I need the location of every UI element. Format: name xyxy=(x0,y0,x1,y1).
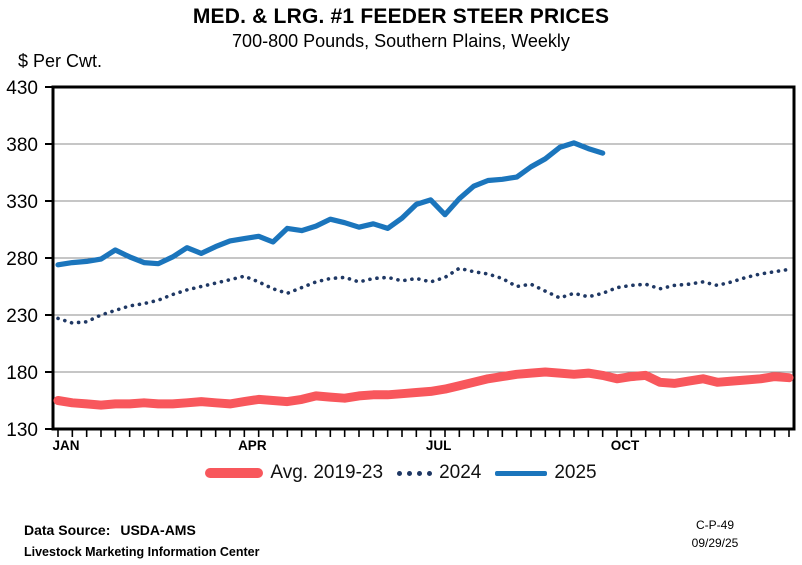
organization-name: Livestock Marketing Information Center xyxy=(24,545,260,559)
x-month-label: APR xyxy=(238,438,267,453)
avg-line-swatch xyxy=(205,468,264,478)
legend-label-2024: 2024 xyxy=(439,462,482,483)
y-axis-unit-label: $ Per Cwt. xyxy=(18,51,103,71)
legend-label-2025: 2025 xyxy=(554,462,597,483)
y-tick-label: 180 xyxy=(6,363,38,384)
x-month-label: OCT xyxy=(611,438,640,453)
series-2025 xyxy=(55,140,606,268)
report-date: 09/29/25 xyxy=(691,536,739,550)
x-month-label: JUL xyxy=(426,438,452,453)
data-source-label: Data Source: xyxy=(24,522,111,538)
legend-label-avg: Avg. 2019-23 xyxy=(270,462,384,483)
data-source: Data Source: USDA-AMS xyxy=(24,522,196,538)
chart-title: MED. & LRG. #1 FEEDER STEER PRICES xyxy=(192,5,610,28)
x-month-label: JAN xyxy=(52,438,79,453)
y-tick-label: 130 xyxy=(6,420,38,441)
legend-item-2024: 2024 xyxy=(397,462,481,484)
y-tick-label: 230 xyxy=(6,306,38,327)
solid-line-swatch xyxy=(495,470,548,476)
series-avg-2019-23 xyxy=(53,367,794,410)
dotted-line-swatch xyxy=(397,470,433,476)
legend-item-avg: Avg. 2019-23 xyxy=(205,462,383,484)
y-tick-label: 430 xyxy=(6,78,38,99)
y-tick-label: 330 xyxy=(6,192,38,213)
chart-subtitle: 700-800 Pounds, Southern Plains, Weekly xyxy=(232,31,570,51)
chart-legend: Avg. 2019-23 2024 2025 xyxy=(0,462,802,484)
legend-item-2025: 2025 xyxy=(495,462,597,484)
chart-code: C-P-49 xyxy=(695,518,734,532)
data-source-value: USDA-AMS xyxy=(120,522,196,538)
y-tick-label: 380 xyxy=(6,135,38,156)
series-2024 xyxy=(56,266,791,325)
y-tick-label: 280 xyxy=(6,249,38,270)
